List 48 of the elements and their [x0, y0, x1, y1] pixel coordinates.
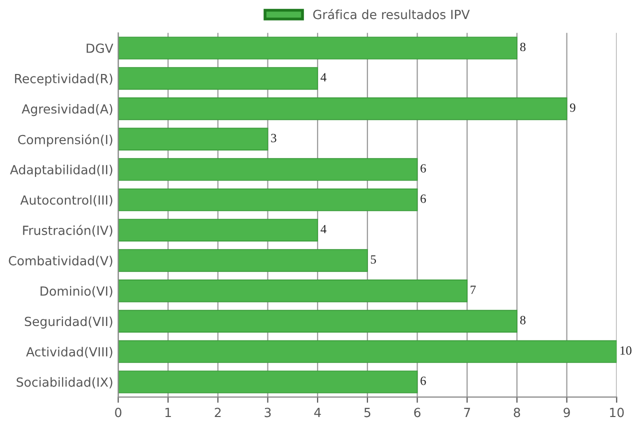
data-label: 4 [320, 73, 326, 82]
x-tick-label: 1 [165, 408, 171, 418]
data-label: 6 [420, 194, 426, 203]
y-tick-label: Adaptabilidad(II) [10, 164, 112, 177]
x-tick-label: 10 [610, 408, 624, 418]
bar [118, 310, 518, 333]
y-tick-label: Seguridad(VII) [24, 316, 112, 329]
bar [118, 128, 268, 150]
x-tick-label: 9 [564, 408, 570, 418]
data-label: 7 [470, 286, 476, 294]
y-tick-label: Agresividad(A) [22, 104, 112, 116]
data-label: 3 [271, 134, 276, 142]
data-label: 6 [420, 164, 426, 173]
bar [118, 370, 418, 394]
y-tick-label: Actividad(VIII) [26, 346, 112, 358]
data-label: 10 [620, 346, 632, 355]
legend-label: Gráfica de resultados IPV [313, 9, 470, 20]
data-label: 6 [420, 376, 426, 386]
bar [118, 158, 418, 181]
data-label: 4 [320, 224, 326, 234]
x-tick-label: 4 [314, 408, 321, 418]
bar [118, 97, 568, 120]
data-label: 8 [520, 316, 526, 324]
x-tick-label: 5 [364, 408, 370, 418]
x-tick-label: 7 [464, 408, 470, 418]
y-tick-label: Autocontrol(III) [20, 195, 112, 206]
bar [118, 36, 518, 60]
x-tick-label: 6 [414, 408, 420, 418]
y-tick-label: Receptividad(R) [15, 74, 112, 86]
y-tick-label: Comprensión(I) [18, 134, 112, 147]
bar [118, 280, 468, 302]
x-tick-label: 8 [514, 408, 520, 418]
y-tick-label: Dominio(VI) [40, 286, 112, 298]
y-tick-label: Combatividad(V) [8, 256, 112, 267]
data-label: 8 [520, 42, 526, 52]
bar [118, 67, 318, 90]
data-label: 5 [370, 255, 376, 264]
y-tick-label: Frustración(IV) [23, 224, 112, 237]
bar [118, 218, 318, 242]
y-tick-label: DGV [86, 44, 114, 53]
x-tick-label: 0 [115, 408, 122, 418]
data-label: 9 [570, 103, 576, 112]
x-tick-label: 2 [214, 408, 221, 418]
y-tick-label: Sociabilidad(IX) [16, 377, 112, 388]
bar [118, 249, 368, 272]
bar [118, 340, 617, 363]
bar [118, 188, 418, 212]
x-tick-label: 3 [264, 408, 271, 418]
